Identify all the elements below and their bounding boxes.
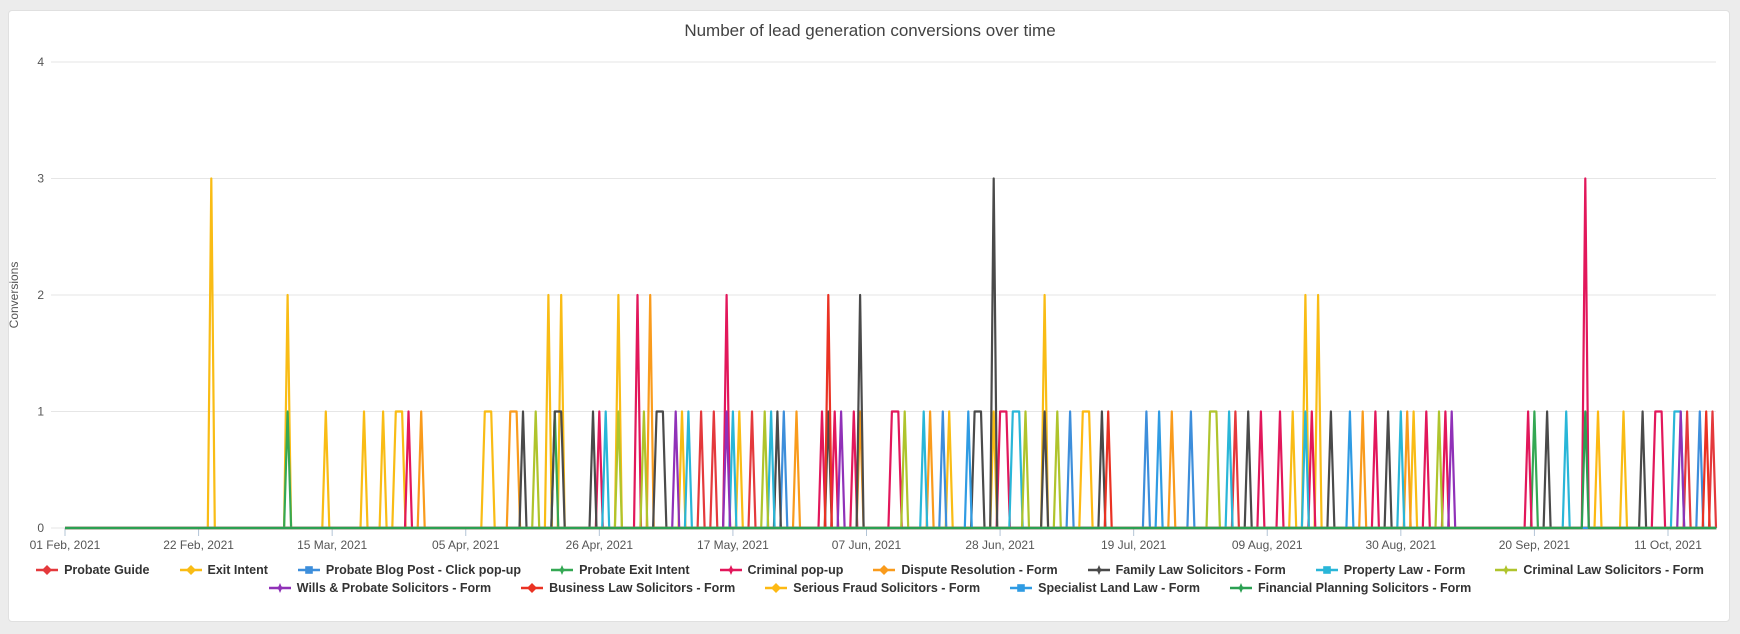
legend-item-criminal-law-solicitors-form[interactable]: Criminal Law Solicitors - Form (1495, 563, 1704, 577)
legend-item-serious-fraud-solicitors-form[interactable]: Serious Fraud Solicitors - Form (765, 581, 980, 595)
series-line-criminal-pop-up[interactable] (65, 177, 1717, 530)
x-tick-label: 20 Sep, 2021 (1499, 538, 1571, 552)
x-tick-label: 26 Apr, 2021 (566, 538, 634, 552)
y-tick-label: 2 (37, 288, 44, 302)
diamond-marker-icon (873, 565, 896, 575)
legend-item-criminal-pop-up[interactable]: Criminal pop-up (719, 563, 844, 577)
legend-row-2: Wills & Probate Solicitors - Form Busines… (0, 579, 1740, 597)
legend-label: Property Law - Form (1343, 563, 1466, 577)
x-tick-label: 05 Apr, 2021 (432, 538, 500, 552)
legend-label: Family Law Solicitors - Form (1115, 563, 1286, 577)
star-marker-icon (1087, 565, 1110, 575)
legend-label: Wills & Probate Solicitors - Form (296, 581, 492, 595)
legend-label: Probate Blog Post - Click pop-up (325, 563, 522, 577)
legend-item-wills-probate-solicitors-form[interactable]: Wills & Probate Solicitors - Form (268, 581, 492, 595)
x-tick-label: 30 Aug, 2021 (1365, 538, 1436, 552)
legend-label: Serious Fraud Solicitors - Form (793, 581, 981, 595)
x-tick-label: 22 Feb, 2021 (163, 538, 234, 552)
star-marker-icon (1229, 583, 1252, 593)
legend-item-specialist-land-law-form[interactable]: Specialist Land Law - Form (1010, 581, 1200, 595)
legend-item-probate-exit-intent[interactable]: Probate Exit Intent (551, 563, 690, 577)
legend-label: Exit Intent (207, 563, 268, 577)
x-tick-label: 28 Jun, 2021 (965, 538, 1035, 552)
diamond-marker-icon (765, 583, 788, 593)
square-marker-icon (1010, 584, 1033, 592)
y-tick-label: 3 (37, 172, 44, 186)
legend-label: Criminal pop-up (747, 563, 844, 577)
series-line-criminal-law-solicitors-form[interactable] (65, 410, 1717, 530)
legend-item-probate-guide[interactable]: Probate Guide (36, 563, 150, 577)
legend-item-financial-planning-solicitors-form[interactable]: Financial Planning Solicitors - Form (1229, 581, 1472, 595)
series-line-wills-probate-solicitors-form[interactable] (65, 410, 1717, 530)
x-tick-label: 19 Jul, 2021 (1101, 538, 1167, 552)
x-tick-label: 09 Aug, 2021 (1232, 538, 1303, 552)
square-marker-icon (1315, 566, 1338, 574)
legend-label: Business Law Solicitors - Form (549, 581, 736, 595)
x-tick-label: 17 May, 2021 (697, 538, 769, 552)
y-tick-label: 4 (37, 55, 44, 69)
legend-item-dispute-resolution-form[interactable]: Dispute Resolution - Form (873, 563, 1058, 577)
star-marker-icon (551, 565, 574, 575)
chart-title: Number of lead generation conversions ov… (684, 21, 1056, 40)
star-marker-icon (1495, 565, 1518, 575)
y-axis-label: Conversions (7, 262, 21, 329)
legend-label: Probate Exit Intent (579, 563, 690, 577)
series-line-exit-intent[interactable] (65, 177, 1717, 530)
x-tick-label: 15 Mar, 2021 (297, 538, 367, 552)
legend-label: Criminal Law Solicitors - Form (1523, 563, 1704, 577)
star-marker-icon (719, 565, 742, 575)
star-marker-icon (268, 583, 291, 593)
diamond-marker-icon (179, 565, 202, 575)
legend-item-exit-intent[interactable]: Exit Intent (179, 563, 268, 577)
legend-item-family-law-solicitors-form[interactable]: Family Law Solicitors - Form (1087, 563, 1286, 577)
x-tick-label: 11 Oct, 2021 (1634, 538, 1702, 552)
legend-label: Probate Guide (64, 563, 150, 577)
legend-row-1: Probate Guide Exit Intent Probate Blog Pos… (0, 561, 1740, 579)
y-tick-label: 1 (37, 405, 44, 419)
legend-item-business-law-solicitors-form[interactable]: Business Law Solicitors - Form (521, 581, 735, 595)
square-marker-icon (297, 566, 320, 574)
legend-item-property-law-form[interactable]: Property Law - Form (1315, 563, 1466, 577)
chart-legend: Probate Guide Exit Intent Probate Blog Pos… (0, 561, 1740, 597)
y-tick-label: 0 (37, 521, 44, 535)
legend-label: Dispute Resolution - Form (901, 563, 1058, 577)
series-line-family-law-solicitors-form[interactable] (65, 177, 1717, 530)
legend-label: Specialist Land Law - Form (1038, 581, 1200, 595)
x-tick-label: 01 Feb, 2021 (30, 538, 101, 552)
series-line-financial-planning-solicitors-form[interactable] (65, 410, 1717, 530)
legend-item-probate-blog-post-click-pop-up[interactable]: Probate Blog Post - Click pop-up (297, 563, 522, 577)
x-tick-label: 07 Jun, 2021 (832, 538, 902, 552)
diamond-marker-icon (521, 583, 544, 593)
diamond-marker-icon (36, 565, 59, 575)
legend-label: Financial Planning Solicitors - Form (1257, 581, 1472, 595)
series-line-specialist-land-law-form[interactable] (65, 410, 1717, 530)
series-line-business-law-solicitors-form[interactable] (65, 293, 1717, 530)
